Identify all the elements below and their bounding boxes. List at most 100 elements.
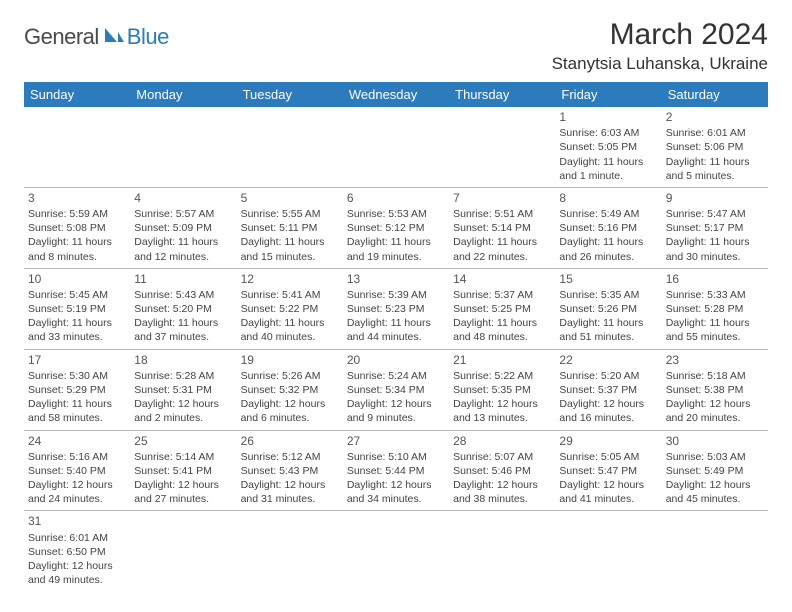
day-number: 24 [28, 433, 126, 449]
daylight-text: and 48 minutes. [453, 330, 551, 344]
sunrise-text: Sunrise: 5:05 AM [559, 450, 657, 464]
sunset-text: Sunset: 5:16 PM [559, 221, 657, 235]
daylight-text: Daylight: 11 hours [453, 235, 551, 249]
daylight-text: and 1 minute. [559, 169, 657, 183]
day-number: 7 [453, 190, 551, 206]
day-number: 18 [134, 352, 232, 368]
day-number: 5 [241, 190, 339, 206]
sunset-text: Sunset: 5:43 PM [241, 464, 339, 478]
sunrise-text: Sunrise: 5:12 AM [241, 450, 339, 464]
daylight-text: and 24 minutes. [28, 492, 126, 506]
daylight-text: and 33 minutes. [28, 330, 126, 344]
sunrise-text: Sunrise: 5:24 AM [347, 369, 445, 383]
daylight-text: and 5 minutes. [666, 169, 764, 183]
daylight-text: and 26 minutes. [559, 250, 657, 264]
calendar-cell: 20Sunrise: 5:24 AMSunset: 5:34 PMDayligh… [343, 349, 449, 430]
sunrise-text: Sunrise: 5:33 AM [666, 288, 764, 302]
calendar-row: 1Sunrise: 6:03 AMSunset: 5:05 PMDaylight… [24, 107, 768, 187]
calendar-cell: 14Sunrise: 5:37 AMSunset: 5:25 PMDayligh… [449, 268, 555, 349]
calendar-cell: 7Sunrise: 5:51 AMSunset: 5:14 PMDaylight… [449, 187, 555, 268]
calendar-cell [343, 107, 449, 187]
daylight-text: Daylight: 12 hours [347, 478, 445, 492]
daylight-text: Daylight: 12 hours [28, 559, 126, 573]
sunrise-text: Sunrise: 5:28 AM [134, 369, 232, 383]
calendar-cell: 11Sunrise: 5:43 AMSunset: 5:20 PMDayligh… [130, 268, 236, 349]
calendar-cell: 19Sunrise: 5:26 AMSunset: 5:32 PMDayligh… [237, 349, 343, 430]
daylight-text: and 15 minutes. [241, 250, 339, 264]
calendar-cell: 12Sunrise: 5:41 AMSunset: 5:22 PMDayligh… [237, 268, 343, 349]
daylight-text: Daylight: 11 hours [241, 316, 339, 330]
sunset-text: Sunset: 5:32 PM [241, 383, 339, 397]
weekday-header: Monday [130, 82, 236, 107]
sunrise-text: Sunrise: 5:26 AM [241, 369, 339, 383]
day-number: 11 [134, 271, 232, 287]
day-number: 15 [559, 271, 657, 287]
sunset-text: Sunset: 5:37 PM [559, 383, 657, 397]
calendar-cell [130, 107, 236, 187]
day-number: 12 [241, 271, 339, 287]
weekday-header: Wednesday [343, 82, 449, 107]
calendar-cell: 22Sunrise: 5:20 AMSunset: 5:37 PMDayligh… [555, 349, 661, 430]
sunset-text: Sunset: 5:22 PM [241, 302, 339, 316]
sunset-text: Sunset: 5:35 PM [453, 383, 551, 397]
daylight-text: and 58 minutes. [28, 411, 126, 425]
sunset-text: Sunset: 5:09 PM [134, 221, 232, 235]
calendar-cell: 5Sunrise: 5:55 AMSunset: 5:11 PMDaylight… [237, 187, 343, 268]
sunset-text: Sunset: 5:28 PM [666, 302, 764, 316]
sunrise-text: Sunrise: 5:41 AM [241, 288, 339, 302]
daylight-text: and 44 minutes. [347, 330, 445, 344]
sunrise-text: Sunrise: 6:01 AM [666, 126, 764, 140]
daylight-text: Daylight: 11 hours [28, 316, 126, 330]
day-number: 8 [559, 190, 657, 206]
calendar-cell [24, 107, 130, 187]
calendar-cell [237, 511, 343, 591]
sunset-text: Sunset: 5:26 PM [559, 302, 657, 316]
calendar-cell: 16Sunrise: 5:33 AMSunset: 5:28 PMDayligh… [662, 268, 768, 349]
daylight-text: Daylight: 11 hours [559, 316, 657, 330]
calendar-cell [555, 511, 661, 591]
weekday-header-row: Sunday Monday Tuesday Wednesday Thursday… [24, 82, 768, 107]
daylight-text: and 30 minutes. [666, 250, 764, 264]
sunset-text: Sunset: 5:25 PM [453, 302, 551, 316]
daylight-text: Daylight: 12 hours [28, 478, 126, 492]
weekday-header: Sunday [24, 82, 130, 107]
sunrise-text: Sunrise: 5:45 AM [28, 288, 126, 302]
calendar-row: 31Sunrise: 6:01 AMSunset: 6:50 PMDayligh… [24, 511, 768, 591]
sunrise-text: Sunrise: 5:59 AM [28, 207, 126, 221]
daylight-text: and 2 minutes. [134, 411, 232, 425]
sunset-text: Sunset: 5:05 PM [559, 140, 657, 154]
sunrise-text: Sunrise: 5:49 AM [559, 207, 657, 221]
logo: General Blue [24, 24, 169, 50]
daylight-text: Daylight: 12 hours [453, 397, 551, 411]
calendar-cell: 8Sunrise: 5:49 AMSunset: 5:16 PMDaylight… [555, 187, 661, 268]
sunset-text: Sunset: 5:19 PM [28, 302, 126, 316]
sunrise-text: Sunrise: 5:55 AM [241, 207, 339, 221]
sunrise-text: Sunrise: 5:03 AM [666, 450, 764, 464]
calendar-cell: 10Sunrise: 5:45 AMSunset: 5:19 PMDayligh… [24, 268, 130, 349]
sunrise-text: Sunrise: 5:22 AM [453, 369, 551, 383]
sunrise-text: Sunrise: 5:57 AM [134, 207, 232, 221]
daylight-text: Daylight: 12 hours [347, 397, 445, 411]
day-number: 3 [28, 190, 126, 206]
day-number: 16 [666, 271, 764, 287]
sunset-text: Sunset: 5:08 PM [28, 221, 126, 235]
daylight-text: and 37 minutes. [134, 330, 232, 344]
daylight-text: Daylight: 11 hours [28, 397, 126, 411]
sunrise-text: Sunrise: 5:53 AM [347, 207, 445, 221]
daylight-text: Daylight: 11 hours [134, 316, 232, 330]
calendar-cell: 9Sunrise: 5:47 AMSunset: 5:17 PMDaylight… [662, 187, 768, 268]
day-number: 29 [559, 433, 657, 449]
day-number: 6 [347, 190, 445, 206]
daylight-text: Daylight: 12 hours [241, 397, 339, 411]
title-block: March 2024 Stanytsia Luhanska, Ukraine [552, 18, 768, 74]
daylight-text: Daylight: 11 hours [241, 235, 339, 249]
sunrise-text: Sunrise: 5:51 AM [453, 207, 551, 221]
sunrise-text: Sunrise: 5:10 AM [347, 450, 445, 464]
sunset-text: Sunset: 5:47 PM [559, 464, 657, 478]
sunrise-text: Sunrise: 5:20 AM [559, 369, 657, 383]
sail-icon [103, 26, 125, 49]
sunset-text: Sunset: 5:11 PM [241, 221, 339, 235]
calendar-cell: 15Sunrise: 5:35 AMSunset: 5:26 PMDayligh… [555, 268, 661, 349]
calendar-cell: 21Sunrise: 5:22 AMSunset: 5:35 PMDayligh… [449, 349, 555, 430]
sunset-text: Sunset: 5:46 PM [453, 464, 551, 478]
